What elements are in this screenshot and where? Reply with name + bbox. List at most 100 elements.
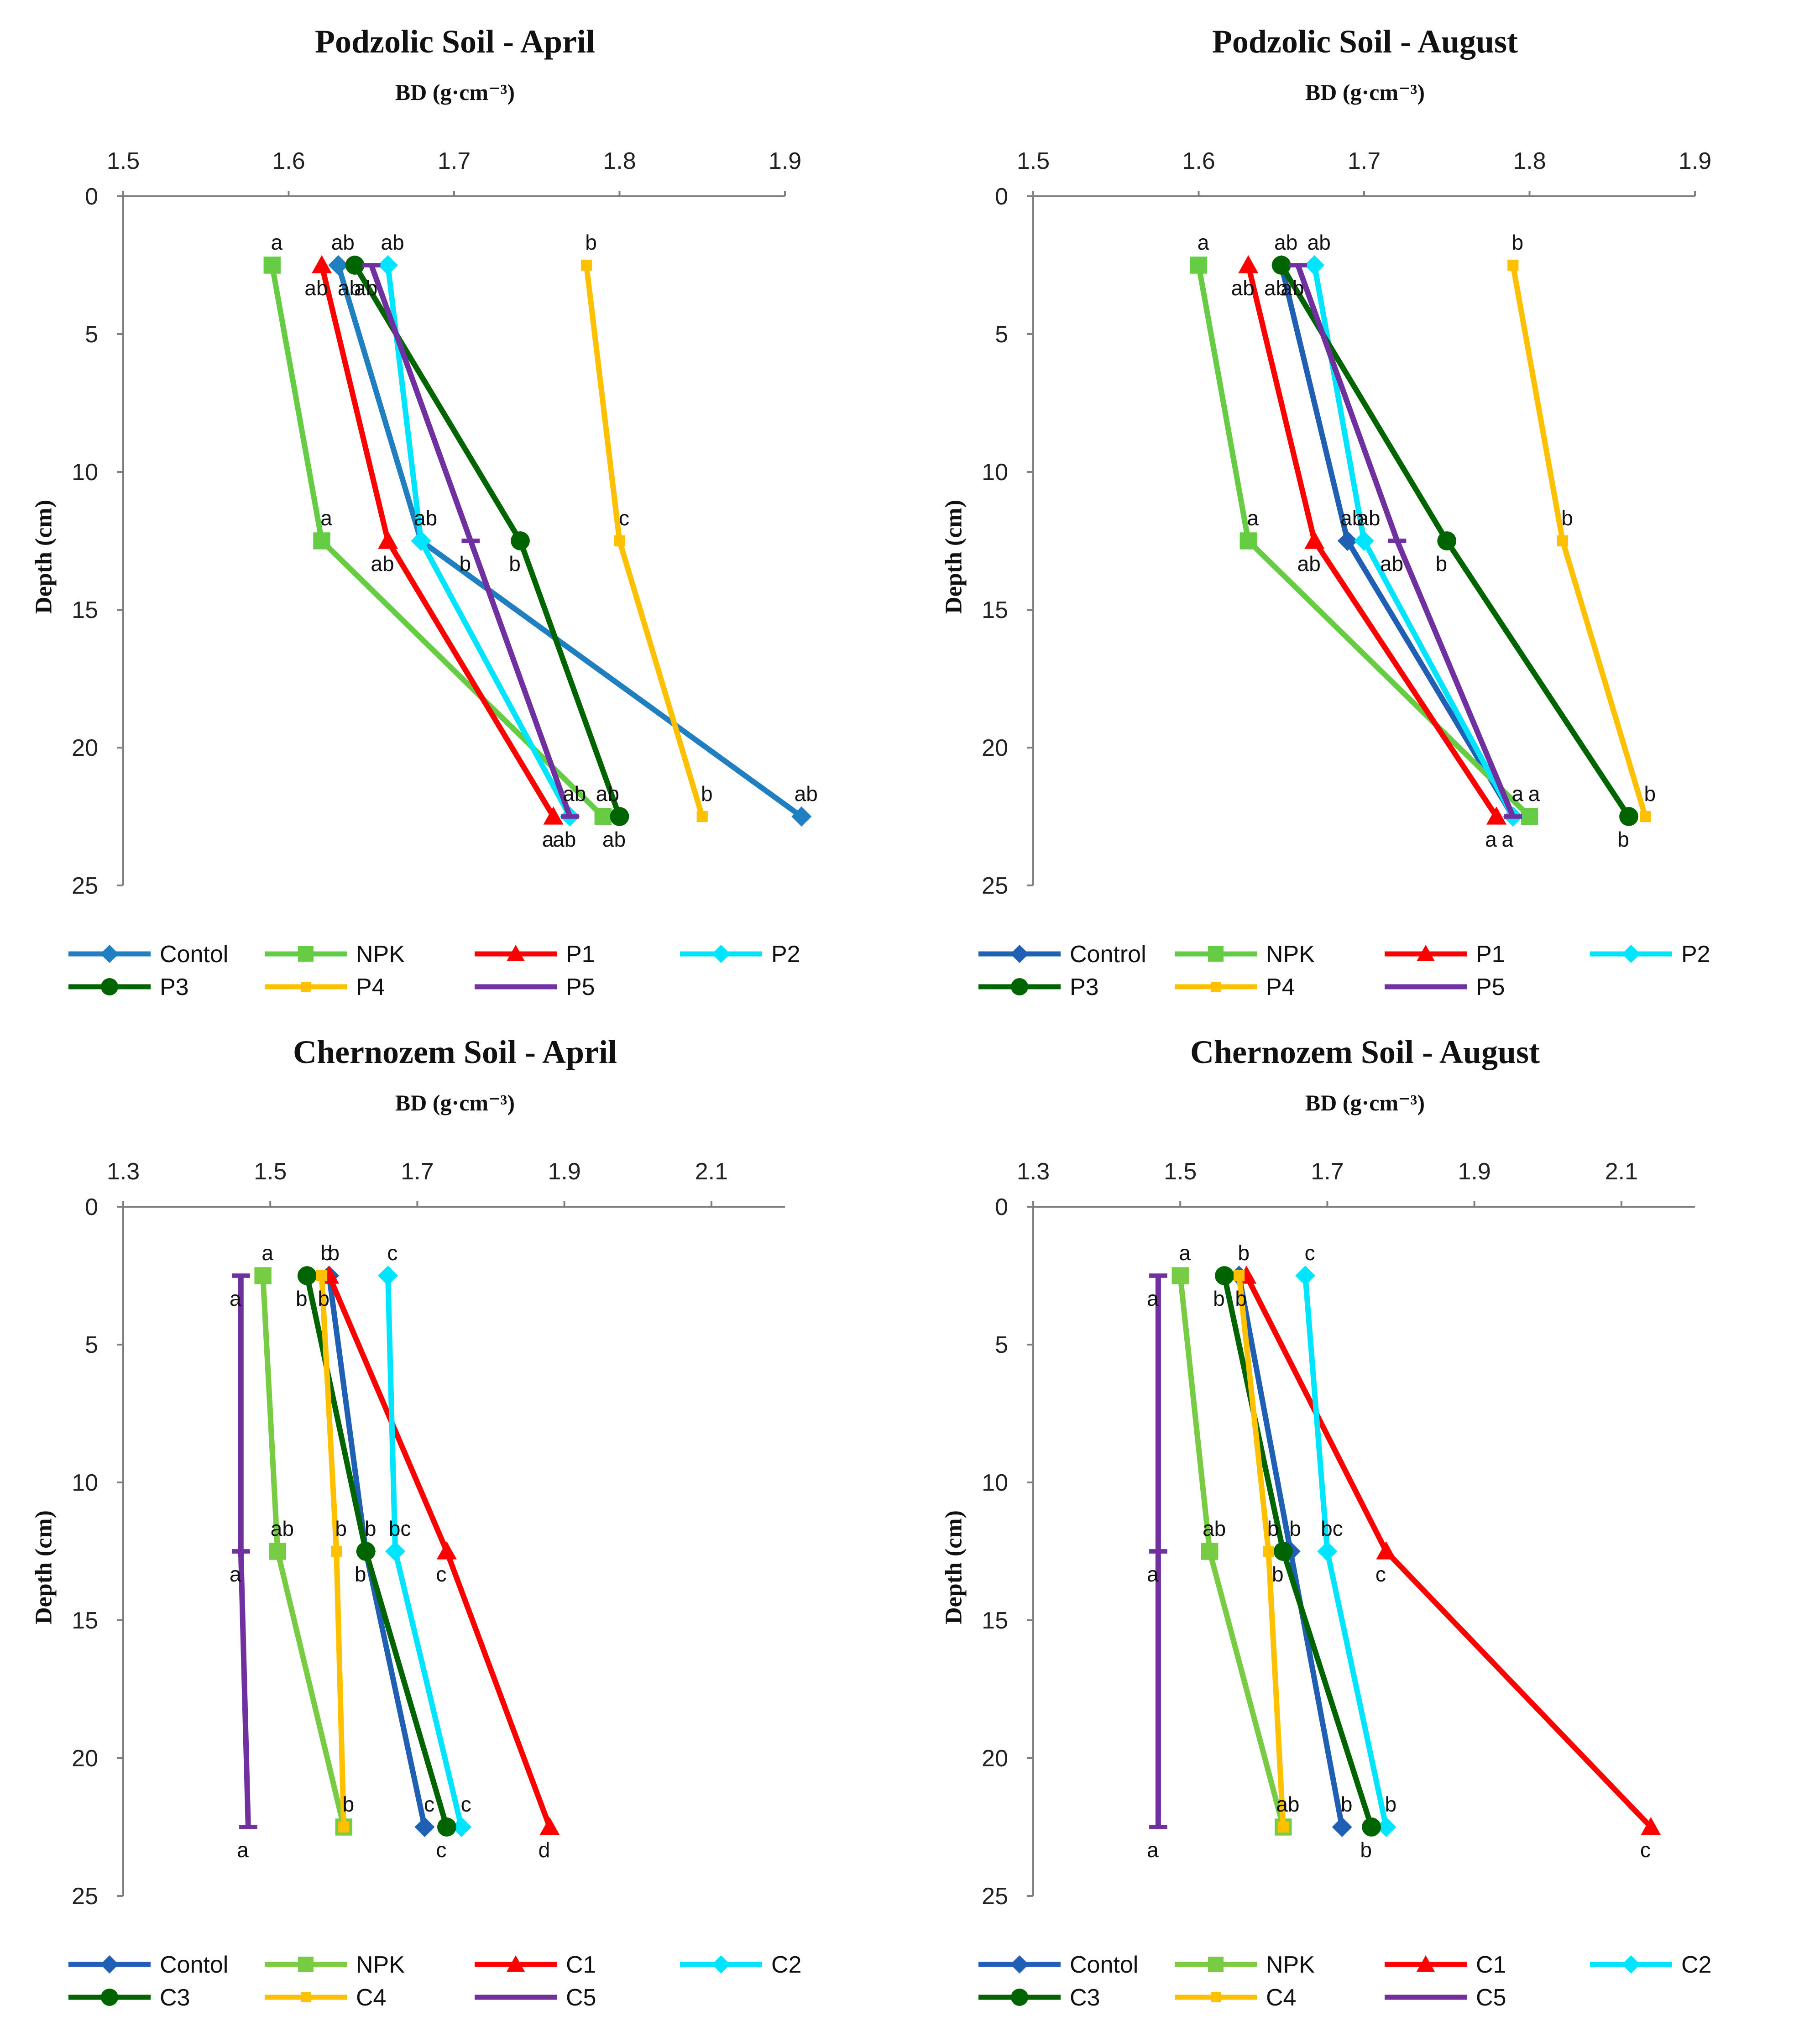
data-point	[298, 946, 314, 962]
data-point	[101, 978, 118, 995]
data-label: c	[1640, 1838, 1651, 1862]
legend-label: Contol	[160, 941, 228, 968]
data-label: c	[387, 1241, 398, 1265]
legend-label: P3	[160, 974, 189, 1000]
data-label: ab	[563, 782, 586, 806]
y-tick-label: 20	[72, 1745, 98, 1772]
data-point	[345, 256, 365, 275]
legend-item: P5	[1385, 974, 1505, 1000]
series-p2	[378, 255, 580, 827]
series-c5	[1149, 1273, 1167, 1829]
data-label: b	[1235, 1287, 1247, 1310]
data-point	[263, 257, 281, 274]
x-tick-label: 1.7	[401, 1158, 434, 1185]
data-point	[610, 807, 629, 826]
legend-item: C3	[68, 1984, 190, 2011]
data-label: b	[1644, 782, 1656, 806]
series-c5	[231, 1273, 257, 1829]
series-line	[352, 263, 622, 818]
data-label: b	[343, 1792, 355, 1816]
legend-label: P4	[1266, 974, 1295, 1000]
legend-item: P1	[1385, 941, 1505, 968]
data-point	[1149, 1825, 1167, 1829]
data-point	[1277, 1821, 1289, 1833]
data-label: ab	[338, 276, 361, 300]
x-axis-label: BD (g·cm⁻³)	[395, 1090, 515, 1115]
series-p3	[1271, 256, 1638, 826]
data-point	[1289, 263, 1307, 267]
data-point	[461, 539, 480, 543]
data-label: b	[365, 1517, 377, 1540]
x-tick-label: 1.3	[1017, 1158, 1050, 1185]
data-label: ab	[1264, 276, 1287, 300]
data-label: b	[1289, 1517, 1301, 1540]
x-tick-label: 1.6	[272, 148, 305, 174]
legend-item: NPK	[1175, 1952, 1315, 1978]
data-point	[539, 1817, 560, 1835]
chart-canvas: 1.3 1.5 1.7 1.9 2.10510152025bbcaabbbcdcbccb…	[68, 1158, 801, 2011]
data-point	[385, 1541, 406, 1561]
data-point	[543, 806, 564, 825]
data-label: ab	[371, 552, 394, 576]
data-point	[1486, 806, 1506, 825]
data-label: b	[1435, 552, 1447, 576]
data-point	[507, 984, 524, 989]
legend-label: P2	[1681, 941, 1710, 968]
chart-chernozem-august: Chernozem Soil - August BD (g·cm⁻³) Dept…	[910, 1010, 1820, 2021]
data-label: b	[328, 1241, 340, 1265]
data-label: c	[1305, 1241, 1315, 1265]
data-point	[100, 1955, 119, 1974]
data-label: c	[1375, 1562, 1386, 1586]
legend-label: P1	[1476, 941, 1505, 968]
data-point	[507, 1955, 525, 1972]
data-label: ab	[381, 230, 404, 254]
legend-label: NPK	[356, 1952, 405, 1978]
legend-item: P2	[1590, 941, 1710, 968]
legend-item: Control	[978, 941, 1146, 968]
data-point	[1010, 945, 1029, 963]
x-tick-label: 1.7	[1348, 148, 1381, 174]
chart-title: Chernozem Soil - August	[1190, 1034, 1540, 1070]
y-tick-label: 5	[85, 321, 98, 348]
x-tick-label: 1.7	[438, 148, 471, 174]
data-point	[712, 1955, 730, 1974]
data-point	[712, 945, 730, 963]
data-point	[414, 1817, 435, 1837]
y-tick-label: 15	[982, 1607, 1008, 1634]
data-label: b	[1511, 230, 1523, 254]
data-point	[1304, 255, 1325, 275]
data-label: a	[1501, 827, 1513, 851]
data-point	[791, 806, 812, 827]
data-point	[1619, 807, 1638, 826]
data-label: ab	[1276, 1792, 1299, 1816]
series-npk	[1171, 1267, 1292, 1836]
legend-item: P2	[680, 941, 800, 968]
data-label: b	[343, 1792, 355, 1816]
series-p4	[581, 259, 708, 822]
data-label: b	[1238, 1241, 1250, 1265]
data-point	[1337, 531, 1358, 551]
legend-item: C4	[1175, 1984, 1296, 2011]
series-line	[1244, 1274, 1653, 1829]
data-point	[1417, 945, 1435, 961]
chart-canvas: 1.5 1.6 1.7 1.8 1.90510152025ababaaaaababaab…	[978, 148, 1711, 1000]
data-label: b	[320, 1241, 332, 1265]
x-tick-label: 2.1	[695, 1158, 728, 1185]
y-tick-label: 5	[85, 1332, 98, 1358]
legend-label: C3	[160, 1984, 190, 2011]
y-tick-label: 15	[72, 1607, 98, 1634]
data-point	[437, 1817, 456, 1837]
data-point	[101, 1989, 118, 2006]
legend-item: Contol	[68, 941, 228, 968]
legend-item: C2	[1590, 1952, 1711, 1978]
x-tick-label: 1.6	[1182, 148, 1215, 174]
x-tick-label: 1.7	[1311, 1158, 1344, 1185]
data-point	[1304, 531, 1325, 549]
data-point	[1234, 1270, 1245, 1282]
data-label: c	[436, 1562, 446, 1586]
series-line	[1510, 264, 1648, 817]
y-tick-label: 0	[995, 183, 1008, 210]
data-point	[378, 531, 398, 549]
data-label: b	[1561, 506, 1573, 530]
legend-label: C5	[566, 1984, 596, 2011]
